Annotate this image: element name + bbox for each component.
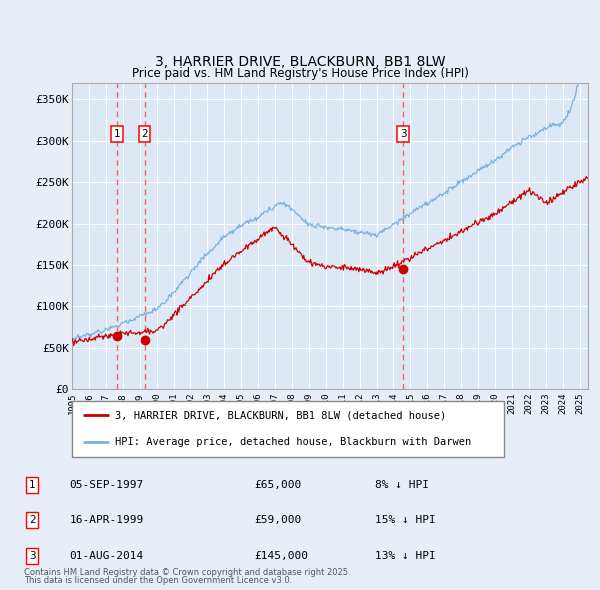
Text: Price paid vs. HM Land Registry's House Price Index (HPI): Price paid vs. HM Land Registry's House … bbox=[131, 67, 469, 80]
Text: HPI: Average price, detached house, Blackburn with Darwen: HPI: Average price, detached house, Blac… bbox=[115, 437, 472, 447]
Text: 2: 2 bbox=[141, 129, 148, 139]
Text: 01-AUG-2014: 01-AUG-2014 bbox=[70, 551, 144, 560]
Text: 15% ↓ HPI: 15% ↓ HPI bbox=[375, 516, 436, 525]
Text: Contains HM Land Registry data © Crown copyright and database right 2025.: Contains HM Land Registry data © Crown c… bbox=[24, 568, 350, 577]
Text: 05-SEP-1997: 05-SEP-1997 bbox=[70, 480, 144, 490]
Text: 1: 1 bbox=[29, 480, 35, 490]
Text: £65,000: £65,000 bbox=[254, 480, 301, 490]
Text: £145,000: £145,000 bbox=[254, 551, 308, 560]
Text: 3, HARRIER DRIVE, BLACKBURN, BB1 8LW (detached house): 3, HARRIER DRIVE, BLACKBURN, BB1 8LW (de… bbox=[115, 410, 446, 420]
Text: 3, HARRIER DRIVE, BLACKBURN, BB1 8LW: 3, HARRIER DRIVE, BLACKBURN, BB1 8LW bbox=[155, 55, 445, 69]
Text: 1: 1 bbox=[114, 129, 121, 139]
Text: This data is licensed under the Open Government Licence v3.0.: This data is licensed under the Open Gov… bbox=[24, 576, 292, 585]
Text: 3: 3 bbox=[400, 129, 407, 139]
Text: 8% ↓ HPI: 8% ↓ HPI bbox=[375, 480, 429, 490]
Text: 16-APR-1999: 16-APR-1999 bbox=[70, 516, 144, 525]
FancyBboxPatch shape bbox=[72, 401, 504, 457]
Text: £59,000: £59,000 bbox=[254, 516, 301, 525]
Text: 3: 3 bbox=[29, 551, 35, 560]
Text: 2: 2 bbox=[29, 516, 35, 525]
Text: 13% ↓ HPI: 13% ↓ HPI bbox=[375, 551, 436, 560]
